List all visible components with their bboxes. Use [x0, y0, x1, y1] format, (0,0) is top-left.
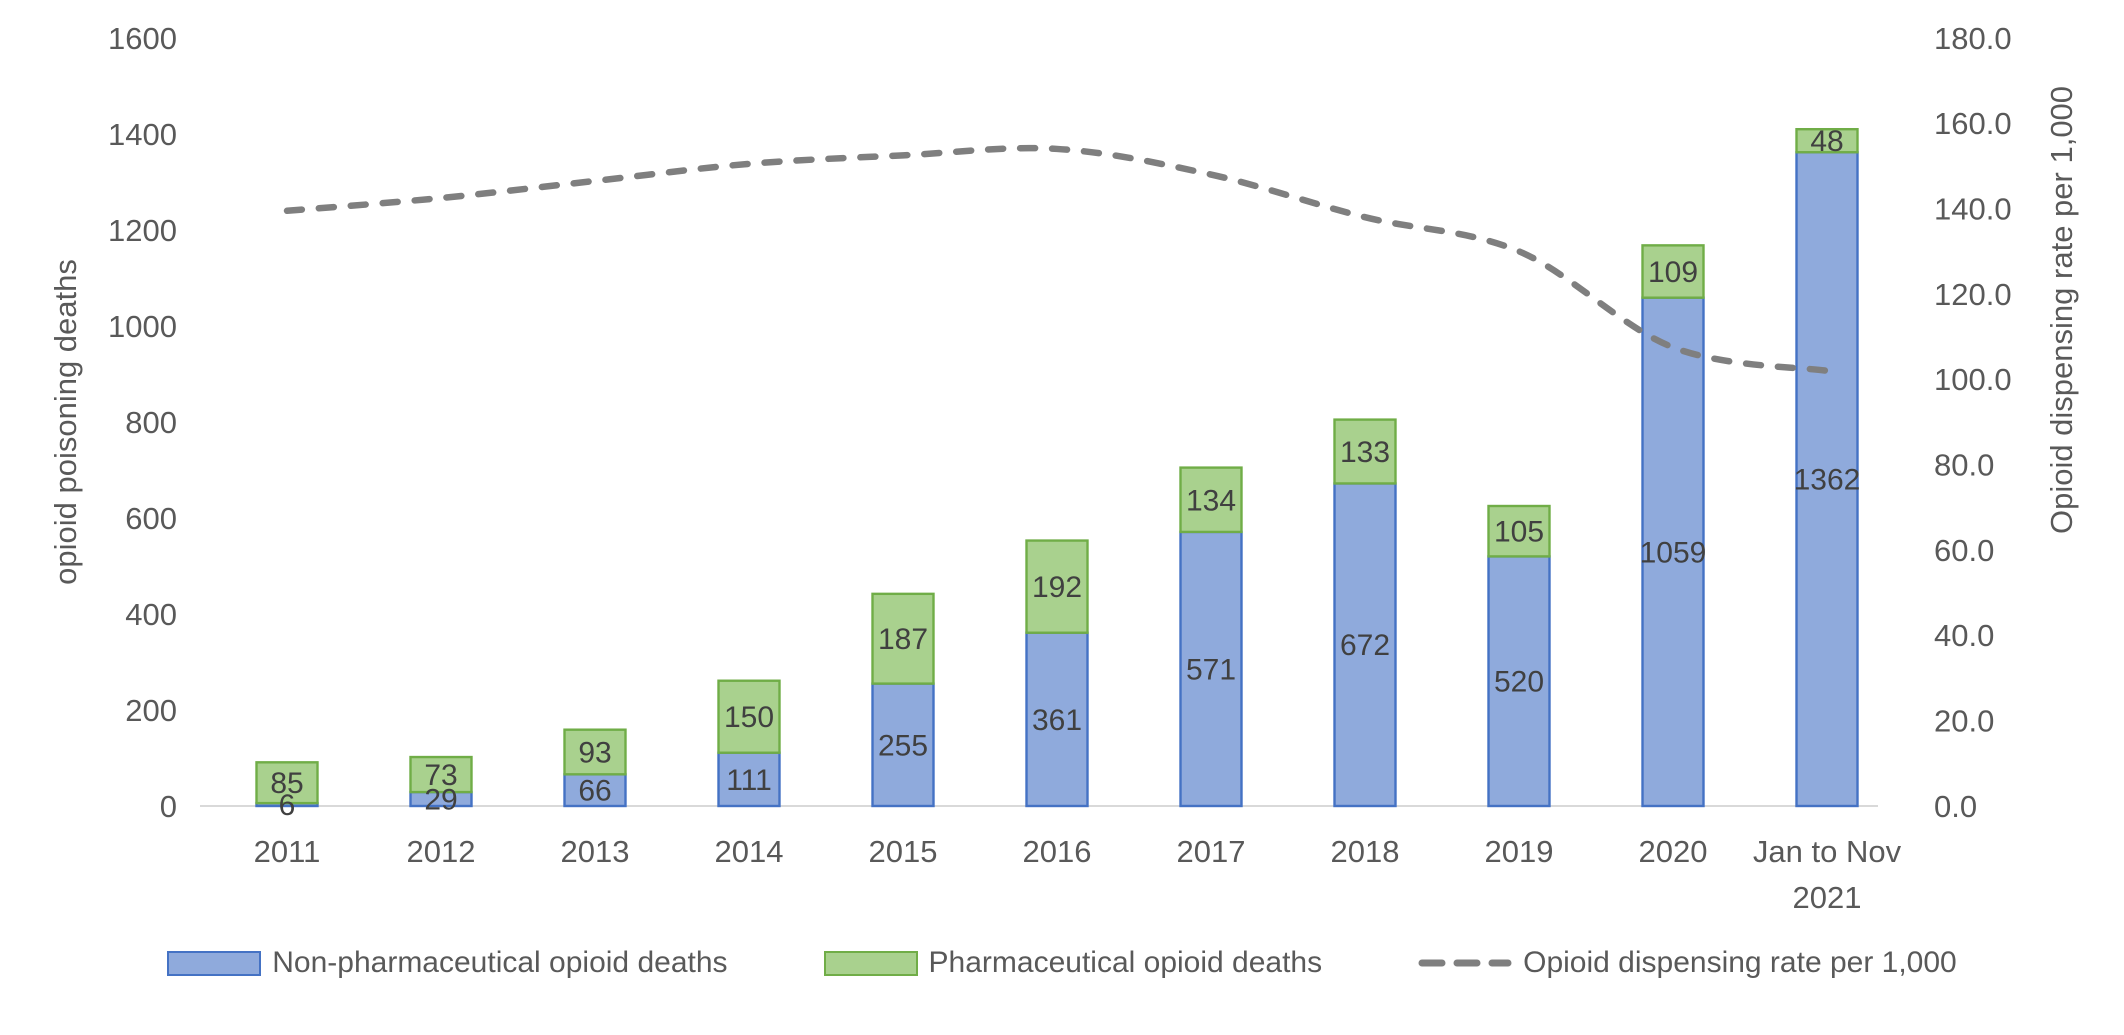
x-axis-label: Jan to Nov	[1753, 834, 1902, 869]
right-axis-tick-label: 140.0	[1934, 192, 2012, 227]
bar-segment-nonpharmaceutical	[1333, 482, 1397, 808]
bar-label-nonpharmaceutical: 361	[1032, 704, 1082, 737]
bar-segment-nonpharmaceutical	[1487, 555, 1551, 808]
right-axis-tick-label: 180.0	[1934, 21, 2012, 56]
left-axis-title: opioid poisoning deaths	[48, 259, 83, 585]
bar-label-nonpharmaceutical: 29	[424, 784, 457, 817]
bar-segment-pharmaceutical	[563, 728, 627, 776]
left-axis-tick-label: 200	[125, 693, 177, 728]
right-axis-tick-label: 20.0	[1934, 704, 1994, 739]
bar-segment-pharmaceutical	[1795, 127, 1859, 154]
legend-label-pharmaceutical: Pharmaceutical opioid deaths	[928, 946, 1323, 979]
bar-label-pharmaceutical: 133	[1340, 436, 1390, 469]
bar-label-pharmaceutical: 150	[724, 701, 774, 734]
bar-label-pharmaceutical: 73	[424, 759, 457, 792]
x-axis-label: 2018	[1331, 834, 1400, 869]
bar-label-nonpharmaceutical: 1362	[1794, 464, 1861, 497]
legend-item-nonpharmaceutical: Non-pharmaceutical opioid deaths	[167, 946, 728, 980]
right-axis-tick-label: 40.0	[1934, 618, 1994, 653]
x-axis-label: 2015	[869, 834, 938, 869]
x-axis-label: 2019	[1485, 834, 1554, 869]
left-axis-tick-label: 1200	[108, 213, 177, 248]
bar-label-nonpharmaceutical: 6	[279, 789, 296, 822]
bar-segment-pharmaceutical	[1641, 244, 1705, 299]
left-axis-tick-label: 0	[160, 789, 177, 824]
bar-segment-pharmaceutical	[409, 755, 473, 794]
x-axis-label: 2016	[1023, 834, 1092, 869]
right-axis-tick-label: 0.0	[1934, 789, 1977, 824]
bar-label-nonpharmaceutical: 672	[1340, 629, 1390, 662]
bar-label-nonpharmaceutical: 255	[878, 729, 928, 762]
x-axis-label: 2011	[254, 834, 321, 869]
legend-item-dispensing-rate: Opioid dispensing rate per 1,000	[1418, 946, 1957, 980]
bar-label-pharmaceutical: 93	[578, 737, 611, 770]
legend-label-dispensing-rate: Opioid dispensing rate per 1,000	[1523, 946, 1957, 979]
nonpharmaceutical-swatch-icon	[167, 950, 262, 976]
bar-label-nonpharmaceutical: 1059	[1640, 536, 1707, 569]
left-axis-tick-label: 600	[125, 501, 177, 536]
legend-item-pharmaceutical: Pharmaceutical opioid deaths	[823, 946, 1323, 980]
bar-segment-nonpharmaceutical	[1795, 151, 1859, 808]
x-axis-label: 2021	[1793, 880, 1862, 915]
left-axis-tick-label: 800	[125, 405, 177, 440]
x-axis-label: 2017	[1177, 834, 1246, 869]
right-axis-tick-label: 60.0	[1934, 533, 1994, 568]
bar-label-pharmaceutical: 85	[270, 767, 303, 800]
x-axis-label: 2012	[407, 834, 476, 869]
legend-label-nonpharmaceutical: Non-pharmaceutical opioid deaths	[272, 946, 728, 979]
bar-label-nonpharmaceutical: 111	[726, 764, 772, 797]
bar-segment-pharmaceutical	[255, 761, 319, 805]
bar-segment-nonpharmaceutical	[717, 751, 781, 808]
bar-segment-pharmaceutical	[871, 592, 935, 685]
left-axis-tick-label: 1000	[108, 309, 177, 344]
legend: Non-pharmaceutical opioid deaths Pharmac…	[0, 946, 2124, 980]
right-axis-title: Opioid dispensing rate per 1,000	[2044, 85, 2079, 535]
x-axis-label: 2020	[1639, 834, 1708, 869]
right-axis-tick-label: 160.0	[1934, 106, 2012, 141]
bar-segment-pharmaceutical	[717, 679, 781, 754]
bar-label-pharmaceutical: 109	[1648, 256, 1698, 289]
pharmaceutical-swatch-icon	[823, 950, 918, 976]
dashed-line-swatch-icon	[1418, 959, 1512, 967]
left-axis-tick-label: 1400	[108, 117, 177, 152]
bar-label-pharmaceutical: 192	[1032, 571, 1082, 604]
dispensing-rate-line	[283, 144, 1831, 375]
bar-label-pharmaceutical: 105	[1494, 516, 1544, 549]
right-axis-tick-label: 120.0	[1934, 277, 2012, 312]
left-axis-tick-label: 1600	[108, 21, 177, 56]
bar-segment-pharmaceutical	[1179, 466, 1243, 534]
right-axis-tick-label: 80.0	[1934, 448, 1994, 483]
bar-segment-nonpharmaceutical	[871, 682, 935, 808]
bar-label-nonpharmaceutical: 66	[578, 775, 611, 808]
bar-segment-nonpharmaceutical	[1025, 631, 1089, 808]
right-axis-tick-label: 100.0	[1934, 362, 2012, 397]
bar-segment-pharmaceutical	[1487, 504, 1551, 558]
x-axis-label: 2014	[715, 834, 784, 869]
bar-label-nonpharmaceutical: 571	[1186, 653, 1236, 686]
bar-label-pharmaceutical: 187	[878, 623, 928, 656]
bar-label-pharmaceutical: 134	[1186, 484, 1236, 517]
left-axis-tick-label: 400	[125, 597, 177, 632]
bar-label-nonpharmaceutical: 520	[1494, 666, 1544, 699]
bar-segment-pharmaceutical	[1025, 539, 1089, 634]
x-axis-label: 2013	[561, 834, 630, 869]
bar-label-pharmaceutical: 48	[1810, 125, 1843, 158]
bar-segment-pharmaceutical	[1333, 418, 1397, 485]
